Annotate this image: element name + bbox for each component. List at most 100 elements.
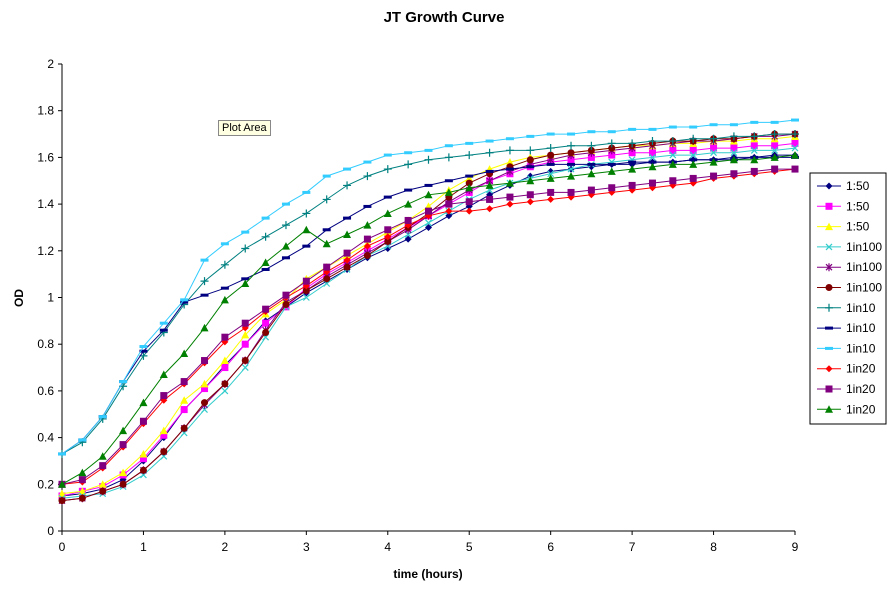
data-point — [669, 177, 677, 185]
data-point — [791, 151, 799, 159]
legend-marker — [825, 263, 833, 272]
data-point — [404, 235, 412, 243]
data-point — [200, 323, 209, 332]
data-point — [567, 172, 576, 180]
data-point — [628, 181, 636, 189]
legend[interactable]: 1:50 1:50 1:50 1in100 1in100 1in100 1in10 1in10… — [809, 172, 887, 425]
data-point — [424, 148, 433, 152]
data-point — [404, 151, 413, 155]
data-point — [486, 195, 494, 203]
data-point — [58, 489, 66, 498]
legend-label: 1in20 — [846, 362, 876, 376]
legend-item[interactable]: 1in20 — [817, 402, 876, 416]
legend-item[interactable]: 1in100 — [817, 281, 882, 295]
data-point — [587, 169, 596, 178]
data-point — [139, 417, 147, 425]
data-point — [363, 160, 372, 164]
data-point — [139, 345, 148, 349]
legend-item[interactable]: 1in100 — [817, 240, 882, 254]
y-tick-label: 0.4 — [37, 431, 54, 445]
data-point — [363, 242, 371, 250]
legend-marker — [825, 326, 833, 330]
data-point — [58, 497, 66, 505]
data-point — [465, 151, 474, 160]
data-point — [261, 267, 270, 271]
legend-marker — [825, 182, 833, 190]
data-point — [567, 188, 575, 196]
data-point — [302, 209, 311, 218]
data-point — [180, 396, 189, 404]
legend-item[interactable]: 1in20 — [817, 382, 876, 396]
y-tick-label: 2 — [47, 57, 54, 71]
data-point — [322, 195, 331, 204]
data-point — [628, 165, 637, 173]
y-tick-label: 1 — [47, 291, 54, 305]
data-point — [730, 149, 738, 157]
data-point — [363, 251, 371, 259]
data-point — [526, 165, 535, 169]
data-point — [322, 228, 331, 232]
data-point — [302, 190, 311, 194]
data-point — [505, 146, 514, 155]
legend-item[interactable]: 1:50 — [817, 179, 870, 193]
data-point — [546, 132, 555, 136]
data-point — [281, 242, 290, 250]
data-point — [465, 174, 474, 182]
data-point — [505, 179, 514, 187]
data-point — [160, 431, 168, 439]
data-point — [791, 118, 799, 122]
data-point — [750, 120, 759, 124]
data-point — [729, 132, 738, 141]
data-point — [729, 123, 738, 127]
data-point — [791, 144, 799, 152]
data-point — [180, 378, 188, 386]
data-point — [343, 167, 352, 171]
data-point — [567, 165, 575, 173]
data-point — [425, 207, 432, 215]
data-point — [587, 141, 596, 150]
data-point — [526, 156, 534, 164]
data-point — [750, 132, 759, 141]
data-point — [139, 398, 148, 407]
data-point — [608, 184, 616, 192]
legend-item[interactable]: 1:50 — [817, 199, 870, 213]
legend-item[interactable]: 1in100 — [817, 260, 882, 274]
data-point — [547, 188, 555, 196]
data-point — [323, 263, 331, 271]
data-point — [750, 155, 759, 164]
data-point — [99, 487, 107, 495]
data-point — [546, 162, 555, 166]
y-axis-title: OD — [12, 289, 26, 307]
data-point — [689, 158, 698, 162]
data-point — [445, 212, 453, 220]
data-point — [302, 225, 311, 234]
data-point — [201, 399, 209, 407]
data-point — [668, 125, 677, 129]
data-point — [119, 468, 128, 477]
data-point — [791, 165, 799, 173]
data-point — [98, 415, 107, 419]
data-point — [302, 277, 310, 285]
data-point — [729, 155, 738, 164]
data-point — [506, 193, 514, 201]
data-point — [241, 357, 249, 365]
data-point — [547, 195, 555, 203]
series-8 — [58, 118, 799, 456]
legend-item[interactable]: 1:50 — [817, 220, 870, 234]
data-point — [261, 258, 270, 266]
data-point — [567, 141, 576, 150]
legend-item[interactable]: 1in10 — [817, 341, 876, 355]
legend-item[interactable]: 1in20 — [817, 362, 876, 376]
data-point — [241, 279, 250, 287]
legend-label: 1:50 — [846, 199, 870, 213]
data-point — [343, 230, 352, 238]
data-point — [648, 162, 657, 171]
legend-item[interactable]: 1in10 — [817, 321, 876, 335]
data-point — [261, 216, 270, 220]
data-point — [119, 441, 127, 449]
data-point — [119, 380, 128, 384]
legend-item[interactable]: 1in10 — [817, 301, 876, 315]
axes: 0 0.2 0.4 0.6 0.8 1 1.2 1.4 1.6 1.8 2 0 1 2 3 4 5 6 7 8 9 — [37, 57, 798, 554]
legend-label: 1in10 — [846, 341, 876, 355]
data-point — [486, 205, 494, 213]
